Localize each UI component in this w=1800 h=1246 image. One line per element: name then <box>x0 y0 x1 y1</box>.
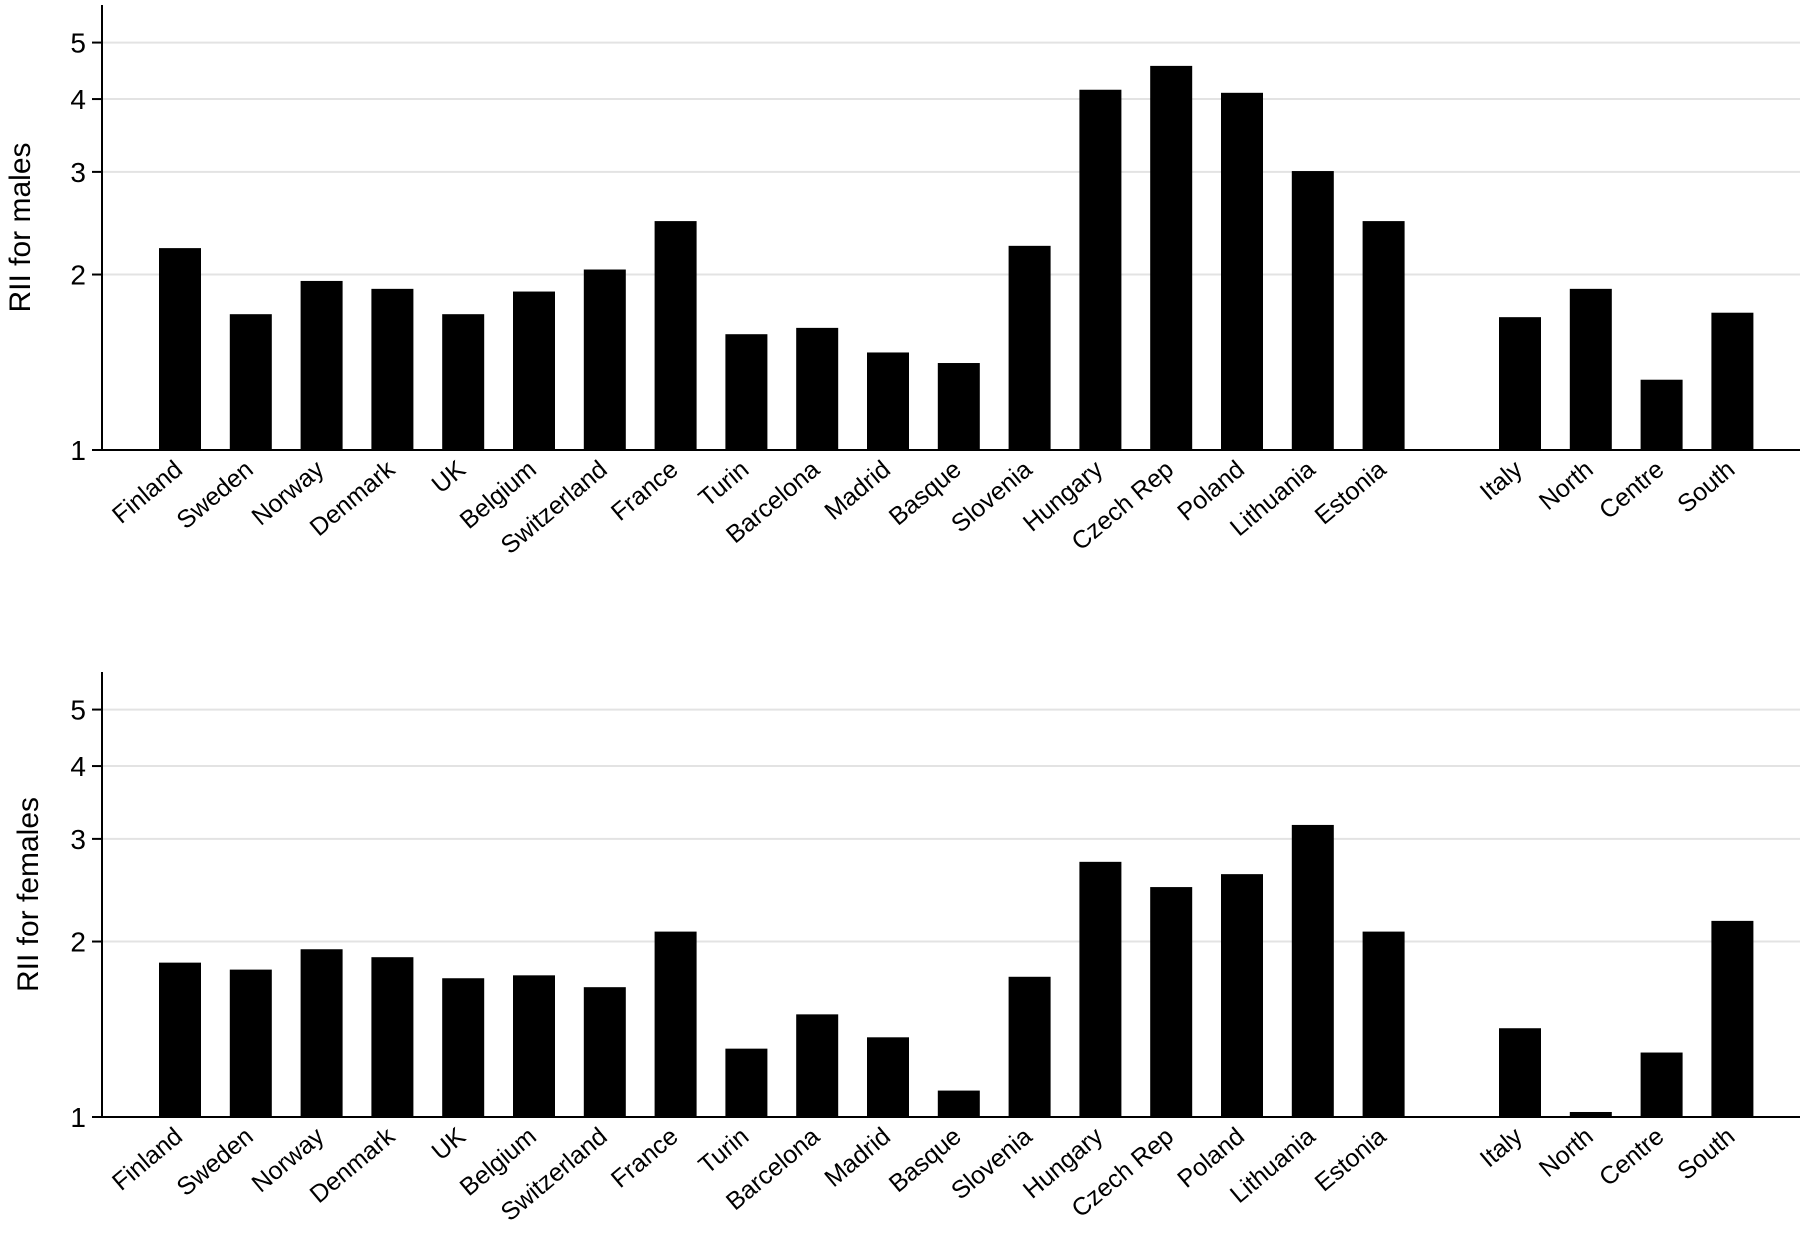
bar-south <box>1711 920 1754 1117</box>
bar-france <box>654 931 697 1117</box>
bar-sweden <box>229 314 272 450</box>
bar-turin <box>725 334 768 450</box>
bar-slovenia <box>1008 976 1051 1117</box>
x-tick-label: Sweden <box>171 1122 258 1202</box>
bar-basque <box>937 363 980 450</box>
bar-belgium <box>513 291 555 450</box>
bar-finland <box>159 248 201 450</box>
y-tick-label: 5 <box>70 695 86 726</box>
bar-switzerland <box>583 987 626 1117</box>
bar-south <box>1711 312 1754 450</box>
bar-czech-rep <box>1150 65 1193 451</box>
x-tick-label: Estonia <box>1310 1122 1392 1197</box>
bar-poland <box>1221 874 1263 1117</box>
bar-hungary <box>1079 861 1122 1117</box>
x-tick-label: Slovenia <box>946 455 1038 538</box>
bar-estonia <box>1362 221 1405 450</box>
x-tick-label: Turin <box>693 455 754 512</box>
x-tick-label: France <box>606 455 684 526</box>
x-tick-label: North <box>1534 455 1599 516</box>
bar-hungary <box>1079 89 1122 451</box>
x-tick-label: Estonia <box>1310 455 1392 530</box>
bar-barcelona <box>796 327 839 450</box>
bar-centre <box>1640 1052 1683 1117</box>
bar-north <box>1569 1111 1612 1117</box>
x-tick-label: North <box>1534 1122 1599 1183</box>
y-tick-label: 3 <box>70 157 86 188</box>
bar-lithuania <box>1291 824 1334 1117</box>
bar-finland <box>159 962 201 1117</box>
x-tick-label: Madrid <box>819 455 896 526</box>
bar-slovenia <box>1008 245 1051 450</box>
bar-north <box>1569 288 1612 450</box>
bar-italy <box>1499 1028 1541 1117</box>
bar-uk <box>442 314 485 450</box>
y-tick-label: 1 <box>70 435 86 466</box>
x-tick-label: South <box>1672 1122 1740 1185</box>
bar-barcelona <box>796 1014 839 1117</box>
bar-norway <box>300 949 343 1117</box>
x-tick-label: Italy <box>1475 455 1529 506</box>
bar-basque <box>937 1090 980 1117</box>
x-tick-label: South <box>1672 455 1740 518</box>
y-axis-title: RII for females <box>12 797 45 992</box>
y-axis-title: RII for males <box>4 142 37 312</box>
y-tick-label: 5 <box>70 28 86 59</box>
bar-uk <box>442 978 485 1117</box>
bar-norway <box>300 280 343 450</box>
bar-turin <box>725 1048 768 1117</box>
x-tick-label: Madrid <box>819 1122 896 1193</box>
bar-switzerland <box>583 269 626 450</box>
x-tick-label: UK <box>426 1122 471 1166</box>
y-tick-label: 1 <box>70 1102 86 1133</box>
x-tick-label: UK <box>426 455 471 499</box>
bar-czech-rep <box>1150 887 1193 1117</box>
bar-france <box>654 221 697 450</box>
bar-estonia <box>1362 931 1405 1117</box>
x-tick-label: Italy <box>1475 1122 1529 1173</box>
bar-denmark <box>371 957 414 1117</box>
x-tick-label: France <box>606 1122 684 1193</box>
x-tick-label: Slovenia <box>946 1122 1038 1205</box>
x-tick-label: Turin <box>693 1122 754 1179</box>
bar-centre <box>1640 379 1683 450</box>
bar-madrid <box>867 352 909 450</box>
y-tick-label: 2 <box>70 927 86 958</box>
bar-italy <box>1499 317 1541 450</box>
x-tick-label: Centre <box>1594 1122 1669 1192</box>
y-tick-label: 2 <box>70 260 86 291</box>
bar-sweden <box>229 969 272 1117</box>
bar-madrid <box>867 1037 909 1117</box>
x-tick-label: Centre <box>1594 455 1669 525</box>
y-tick-label: 4 <box>70 751 86 782</box>
bar-belgium <box>513 975 555 1117</box>
x-tick-label: Sweden <box>171 455 258 535</box>
y-tick-label: 4 <box>70 84 86 115</box>
bar-denmark <box>371 288 414 450</box>
bar-poland <box>1221 92 1263 451</box>
y-tick-label: 3 <box>70 824 86 855</box>
bar-lithuania <box>1291 171 1334 450</box>
